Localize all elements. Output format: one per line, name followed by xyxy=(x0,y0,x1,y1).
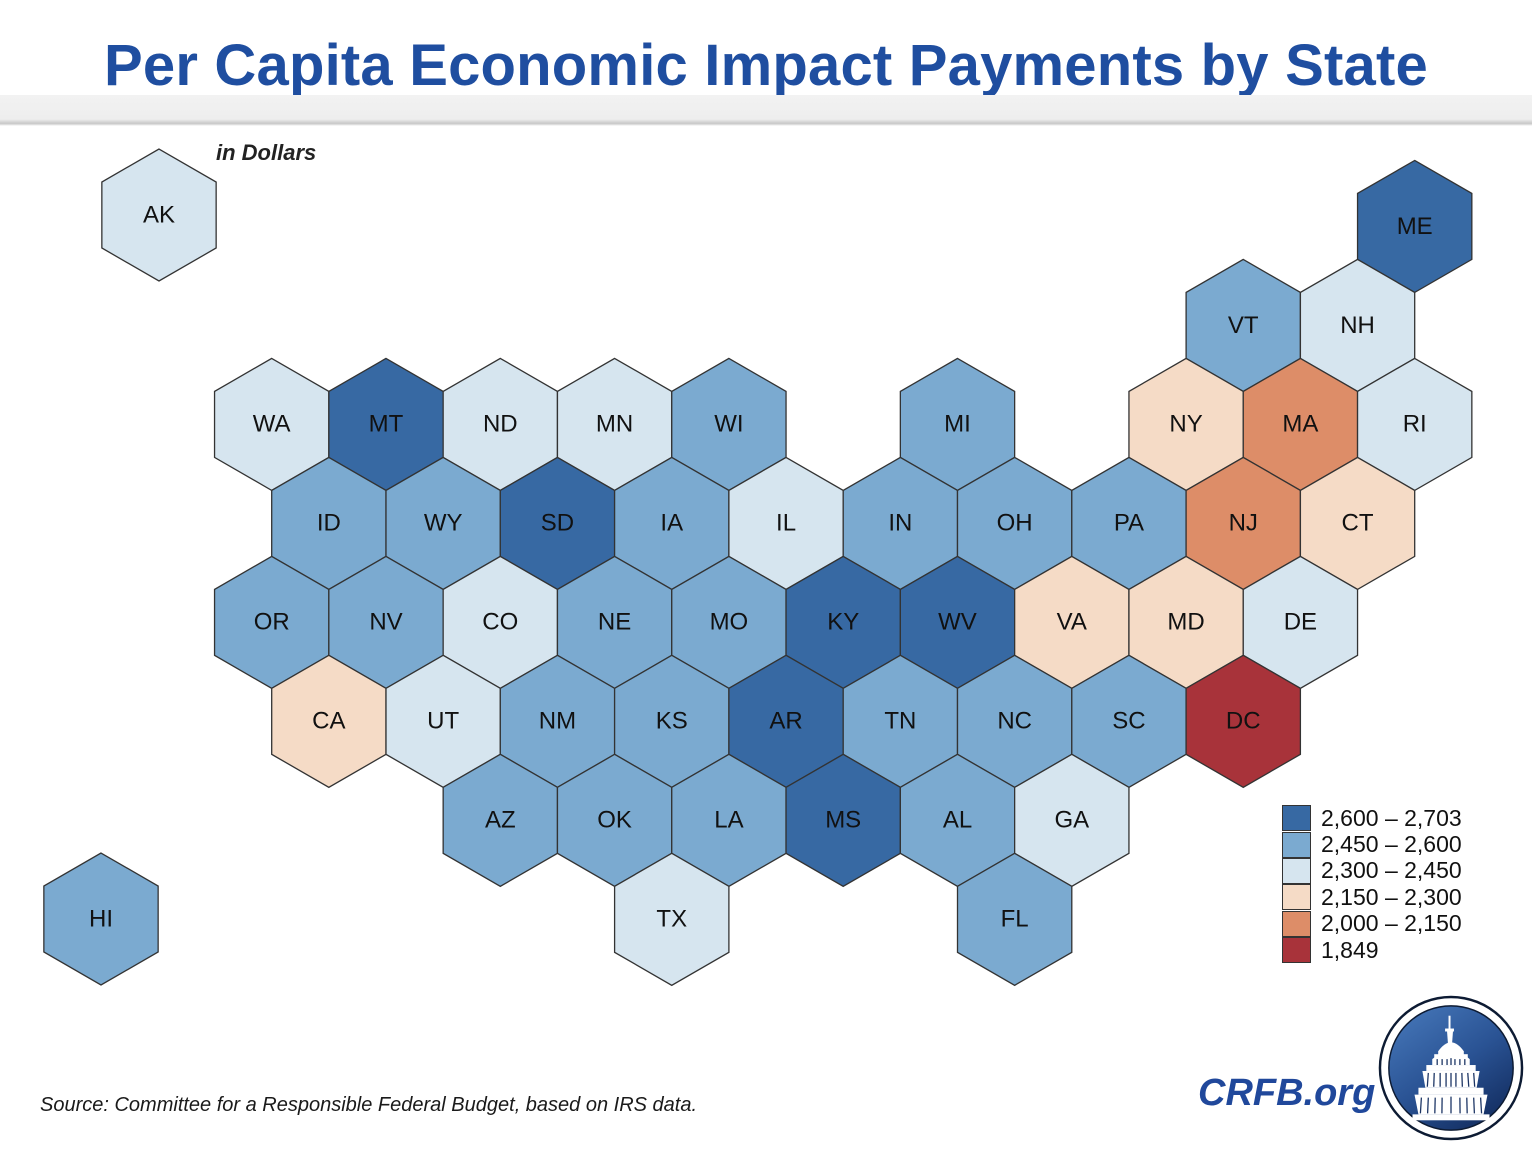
svg-text:VT: VT xyxy=(1228,312,1259,339)
svg-text:NJ: NJ xyxy=(1229,510,1258,537)
svg-text:MA: MA xyxy=(1282,411,1318,438)
svg-text:NV: NV xyxy=(369,609,402,636)
svg-text:WA: WA xyxy=(253,411,291,438)
svg-text:MD: MD xyxy=(1167,609,1204,636)
svg-text:AK: AK xyxy=(143,201,175,228)
svg-text:RI: RI xyxy=(1403,411,1427,438)
svg-text:MI: MI xyxy=(944,411,971,438)
svg-text:SD: SD xyxy=(541,510,574,537)
svg-text:IN: IN xyxy=(888,510,912,537)
svg-text:OK: OK xyxy=(597,807,632,834)
svg-text:CO: CO xyxy=(482,609,518,636)
svg-text:MO: MO xyxy=(710,609,749,636)
svg-text:DC: DC xyxy=(1226,708,1261,735)
svg-text:CT: CT xyxy=(1342,510,1374,537)
svg-text:OR: OR xyxy=(254,609,290,636)
svg-text:NC: NC xyxy=(997,708,1032,735)
svg-text:WY: WY xyxy=(424,510,463,537)
svg-text:CA: CA xyxy=(312,708,345,735)
svg-text:OH: OH xyxy=(997,510,1033,537)
svg-text:MT: MT xyxy=(369,411,404,438)
svg-text:ME: ME xyxy=(1397,213,1433,240)
svg-text:KY: KY xyxy=(827,609,859,636)
svg-text:AZ: AZ xyxy=(485,807,516,834)
svg-text:HI: HI xyxy=(89,905,113,932)
svg-text:WV: WV xyxy=(938,609,977,636)
svg-text:MS: MS xyxy=(825,807,861,834)
svg-text:AL: AL xyxy=(943,807,972,834)
svg-text:IL: IL xyxy=(776,510,796,537)
svg-text:IA: IA xyxy=(660,510,683,537)
svg-text:WI: WI xyxy=(714,411,743,438)
svg-text:NE: NE xyxy=(598,609,631,636)
svg-text:MN: MN xyxy=(596,411,633,438)
svg-text:TN: TN xyxy=(884,708,916,735)
svg-text:PA: PA xyxy=(1114,510,1144,537)
svg-text:TX: TX xyxy=(656,906,687,933)
svg-text:AR: AR xyxy=(769,708,802,735)
svg-text:KS: KS xyxy=(656,708,688,735)
svg-text:NY: NY xyxy=(1169,411,1202,438)
svg-text:ND: ND xyxy=(483,411,518,438)
svg-text:VA: VA xyxy=(1057,609,1087,636)
svg-text:DE: DE xyxy=(1284,609,1317,636)
svg-text:ID: ID xyxy=(317,510,341,537)
svg-text:SC: SC xyxy=(1112,708,1145,735)
svg-text:NH: NH xyxy=(1340,312,1375,339)
svg-text:LA: LA xyxy=(714,807,743,834)
svg-text:FL: FL xyxy=(1001,906,1029,933)
svg-text:NM: NM xyxy=(539,708,576,735)
svg-text:UT: UT xyxy=(427,708,459,735)
svg-text:GA: GA xyxy=(1054,807,1089,834)
